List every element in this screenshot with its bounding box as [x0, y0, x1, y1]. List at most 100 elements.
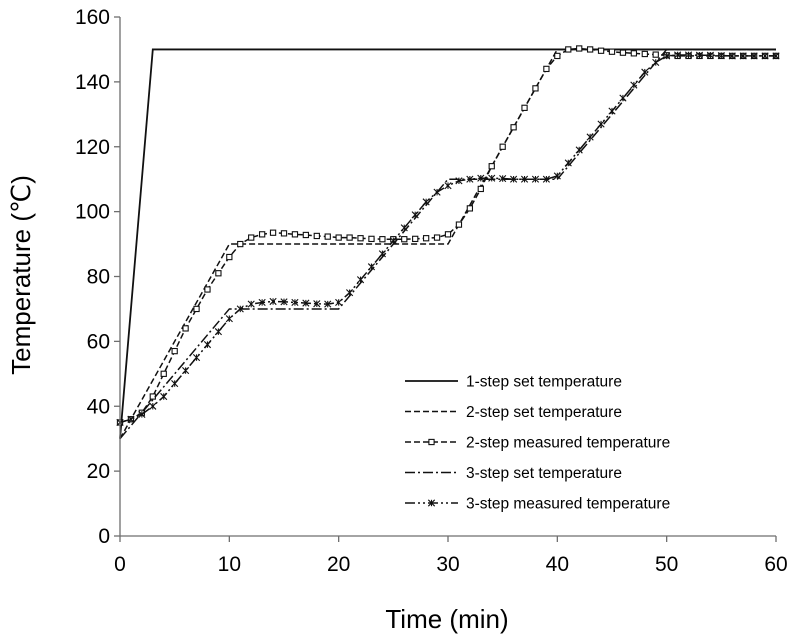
data-point [269, 229, 277, 236]
data-point [553, 172, 561, 180]
data-point [597, 120, 605, 128]
series-line-5 [119, 54, 776, 424]
data-point [291, 231, 299, 238]
data-point [302, 231, 310, 239]
data-point [531, 175, 540, 183]
data-point [225, 315, 233, 323]
data-point [488, 163, 495, 170]
data-point [138, 410, 146, 418]
y-tick-label: 140 [75, 71, 110, 94]
y-tick-label: 0 [98, 525, 110, 548]
x-tick-label: 0 [114, 553, 126, 576]
data-point [575, 146, 583, 154]
x-tick-label: 60 [764, 553, 787, 576]
data-point [706, 51, 714, 59]
data-point [433, 188, 441, 196]
legend-marker-3 [428, 438, 435, 446]
data-point [335, 234, 342, 241]
plot-series-layer [116, 45, 780, 440]
y-tick-label: 60 [87, 330, 110, 353]
data-point [543, 65, 550, 73]
data-point [280, 298, 288, 306]
series-line-4 [119, 48, 776, 440]
data-point [237, 240, 244, 248]
data-point [444, 231, 452, 238]
data-point [619, 49, 627, 56]
data-point [619, 94, 627, 102]
data-point [542, 175, 550, 183]
data-point [739, 52, 747, 60]
legend: 1-step set temperature 2-step set tempera… [405, 374, 670, 513]
data-point [663, 52, 671, 60]
data-point [160, 370, 167, 377]
data-point [532, 85, 539, 92]
data-point [258, 298, 266, 307]
legend-label-5: 3-step measured temperature [466, 496, 670, 513]
data-point [346, 289, 354, 297]
data-point [608, 48, 616, 55]
data-point [466, 175, 474, 183]
data-point [422, 198, 430, 206]
legend-marker-5 [427, 499, 436, 507]
x-tick-label: 30 [436, 553, 459, 576]
x-tick-label: 20 [327, 553, 350, 576]
y-tick-label: 40 [87, 395, 110, 418]
legend-label-2: 2-step set temperature [466, 404, 622, 421]
data-point [193, 305, 200, 313]
data-point [335, 298, 343, 307]
data-point [630, 50, 638, 57]
data-point [444, 182, 452, 190]
y-tick-label: 80 [87, 266, 110, 289]
data-point [433, 234, 441, 241]
legend-label-4: 3-step set temperature [466, 465, 622, 482]
data-point [576, 45, 583, 52]
x-axis-title: Time (min) [385, 604, 508, 634]
x-tick-label: 10 [218, 553, 241, 576]
data-point [171, 379, 179, 388]
series-line-2 [119, 48, 776, 440]
data-point [499, 174, 507, 183]
data-point [455, 221, 463, 228]
data-point [630, 81, 638, 89]
data-point [455, 177, 463, 185]
y-tick-label: 160 [75, 6, 110, 29]
data-point [149, 402, 157, 410]
x-tick-label: 50 [655, 553, 678, 576]
data-point [586, 133, 594, 141]
axes-layer [114, 16, 777, 542]
data-point [368, 235, 375, 243]
legend-label-3: 2-step measured temperature [466, 435, 670, 452]
data-point [411, 211, 419, 219]
data-point [499, 143, 506, 150]
data-point [346, 234, 353, 241]
data-point [313, 232, 320, 240]
data-point [488, 174, 496, 182]
data-point [554, 52, 561, 60]
y-tick-label: 100 [75, 201, 110, 224]
data-point [269, 297, 277, 306]
data-point [684, 51, 693, 59]
data-point [204, 286, 211, 293]
data-point [127, 415, 135, 423]
data-point [728, 52, 736, 60]
data-point [412, 235, 419, 243]
data-point [258, 231, 266, 238]
data-point [160, 392, 168, 401]
tick-labels-layer: 0 20 40 60 80 100 120 140 160 0 10 20 30 40 50 60 [75, 6, 788, 576]
data-point [510, 175, 518, 183]
data-point [521, 104, 528, 111]
data-point [510, 124, 517, 131]
data-point [171, 347, 178, 355]
data-point [641, 68, 649, 76]
data-point [182, 366, 190, 375]
data-point [215, 270, 222, 277]
y-tick-label: 20 [87, 460, 110, 483]
data-point [401, 236, 408, 243]
data-point [750, 52, 758, 60]
data-point [248, 234, 255, 241]
data-point [652, 58, 660, 67]
data-point [520, 175, 529, 183]
data-point [302, 299, 310, 307]
data-point [586, 46, 594, 53]
